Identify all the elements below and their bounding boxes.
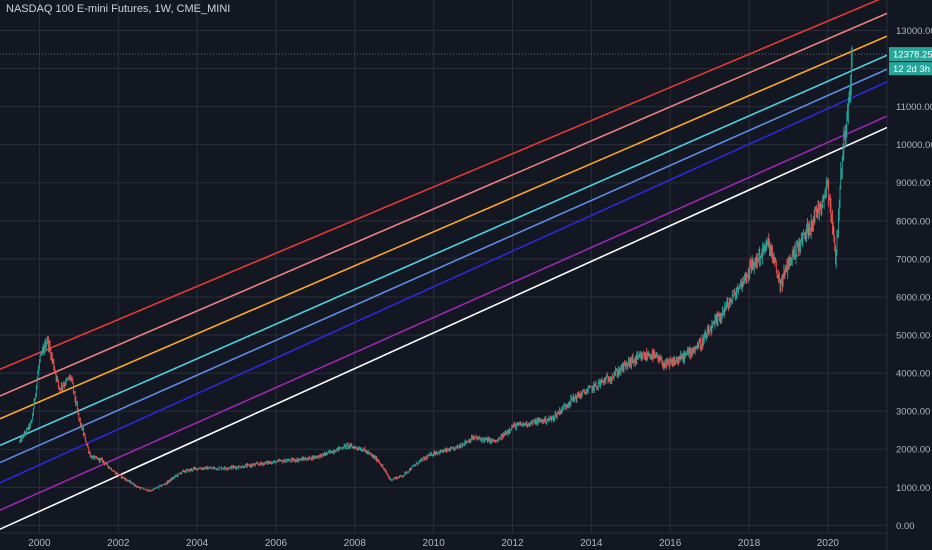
trend-lines	[0, 0, 887, 530]
y-tick-label: 9000.00	[896, 178, 930, 189]
price-badge-bg	[889, 47, 932, 62]
candles	[19, 45, 853, 493]
y-tick-label: 4000.00	[896, 369, 930, 380]
x-tick-label: 2018	[738, 538, 761, 549]
trend-line	[0, 12, 887, 397]
x-tick-label: 2006	[265, 538, 288, 549]
last-price-badge: 12378.25 12 2d 3h	[889, 47, 932, 76]
trend-line	[0, 115, 887, 511]
countdown-badge-value: 12 2d 3h	[893, 64, 930, 75]
trend-line	[0, 0, 881, 371]
y-tick-label: 2000.00	[896, 445, 930, 456]
price-badge-value: 12378.25	[893, 50, 932, 61]
y-tick-label: 7000.00	[896, 254, 930, 265]
x-tick-label: 2016	[659, 538, 682, 549]
x-tick-label: 2010	[423, 538, 446, 549]
y-tick-label: 10000.00	[896, 140, 932, 151]
y-tick-label: 1000.00	[896, 483, 930, 494]
trend-line	[0, 126, 887, 530]
chart-grid	[0, 0, 888, 550]
y-tick-label: 8000.00	[896, 216, 930, 227]
x-tick-label: 2014	[580, 538, 603, 549]
chart-title: NASDAQ 100 E-mini Futures, 1W, CME_MINI	[6, 3, 231, 15]
trend-line	[0, 68, 887, 464]
trend-line	[0, 54, 887, 447]
y-axis: 13000.0012000.0011000.0010000.009000.008…	[896, 26, 932, 532]
trend-line	[0, 81, 887, 484]
x-tick-label: 2002	[107, 538, 130, 549]
y-tick-label: 5000.00	[896, 331, 930, 342]
y-tick-label: 13000.00	[896, 26, 932, 37]
x-tick-label: 2008	[344, 538, 367, 549]
countdown-badge-bg	[889, 62, 932, 76]
y-tick-label: 11000.00	[896, 102, 932, 113]
x-tick-label: 2000	[28, 538, 51, 549]
y-tick-label: 0.00	[896, 521, 915, 532]
x-tick-label: 2020	[817, 538, 840, 549]
trend-line	[0, 35, 887, 420]
y-tick-label: 6000.00	[896, 292, 930, 303]
x-axis: 2000 2002 2004 2006 2008 2010 2012 2014 2016 2018…	[28, 538, 839, 549]
x-tick-label: 2004	[186, 538, 209, 549]
x-tick-label: 2012	[501, 538, 524, 549]
y-tick-label: 3000.00	[896, 407, 930, 418]
